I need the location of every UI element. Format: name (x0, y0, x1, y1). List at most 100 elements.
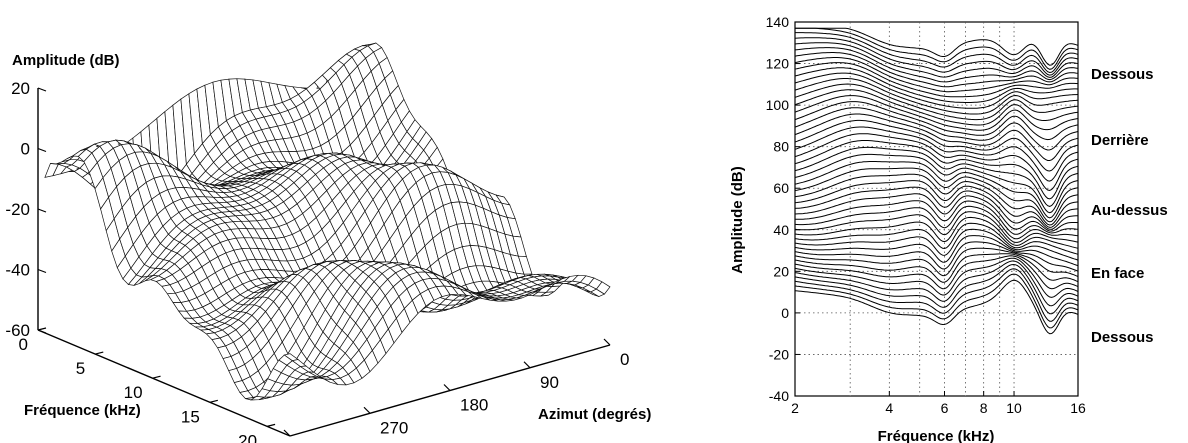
x-tick (266, 423, 276, 427)
response-curve (794, 247, 1079, 277)
y-tick-label: 360 (300, 441, 328, 443)
response-curve (794, 228, 1079, 261)
response-curve (795, 27, 1079, 70)
x-tick-label: 0 (19, 335, 28, 354)
response-curve (794, 47, 1079, 83)
x-tick-label: 10 (124, 383, 143, 402)
grid (795, 22, 1078, 396)
response-curve (794, 101, 1079, 141)
region-label: En face (1091, 265, 1144, 282)
response-curve (794, 222, 1079, 255)
z-tick (37, 208, 47, 213)
response-curve (794, 57, 1079, 93)
line-chart: 140 120 100 80 60 40 20 0 -20 -402 4 6 8 10 16 Fréquen… (729, 14, 1168, 443)
response-curve (794, 72, 1079, 109)
region-labels: Dessous Derrière Au-dessus En face Dessous (1091, 66, 1168, 346)
x-tick (95, 351, 104, 355)
response-curve (794, 161, 1079, 219)
response-curve (794, 95, 1079, 131)
y-tick-label: 0 (620, 350, 629, 369)
y-tick-label: 60 (773, 180, 789, 196)
y-tick-label: 80 (773, 139, 789, 155)
y-tick (523, 361, 531, 369)
y-tick (283, 429, 291, 437)
x-tick (152, 375, 161, 379)
surface-chart: 200-20-40-6005101520090180270360 Amplitu… (5, 42, 651, 443)
x-tick-label: 6 (941, 400, 949, 416)
y-tick (363, 406, 371, 414)
region-label: Dessous (1091, 329, 1154, 346)
y-tick-label: -20 (769, 346, 789, 362)
response-curve (795, 27, 1079, 66)
x-tick (209, 399, 218, 403)
response-curve (794, 193, 1079, 232)
response-curve (794, 273, 1079, 329)
surface-mesh (44, 42, 611, 401)
response-curve (794, 146, 1079, 207)
response-curve (794, 133, 1079, 192)
y-tick-label: 40 (773, 222, 789, 238)
x-tick-label: 15 (181, 407, 200, 426)
region-label: Derrière (1091, 132, 1149, 149)
x-tick (37, 327, 47, 331)
z-tick-label: -60 (5, 321, 30, 340)
z-tick (37, 329, 47, 334)
response-curve (794, 167, 1079, 223)
x-tick-label: 5 (76, 359, 85, 378)
response-curve (794, 180, 1079, 228)
x-axis-label: Fréquence (kHz) (878, 428, 995, 443)
z-tick-label: -40 (5, 261, 30, 280)
y-tick-label: -40 (769, 388, 789, 404)
response-curve (794, 83, 1079, 121)
response-curve (794, 173, 1079, 226)
z-tick (37, 147, 47, 153)
y-tick (603, 338, 611, 346)
response-curve (794, 37, 1079, 76)
response-curve (794, 268, 1079, 322)
mesh-cell (595, 281, 611, 295)
response-curve (794, 186, 1078, 230)
y-axis-label: Amplitude (dB) (729, 166, 746, 273)
response-curve (794, 89, 1079, 126)
response-curve (794, 78, 1079, 115)
region-label: Au-dessus (1091, 202, 1168, 219)
response-curve (795, 32, 1079, 74)
response-curve (794, 253, 1079, 283)
response-curve (794, 113, 1079, 161)
x-tick-label: 20 (238, 431, 257, 443)
x-tick-label: 4 (885, 400, 893, 416)
curves (794, 27, 1079, 335)
y-tick-label: 140 (766, 14, 790, 30)
response-curve (794, 107, 1079, 151)
response-curve (794, 67, 1079, 103)
x-tick-label: 8 (980, 400, 988, 416)
y-tick-label: 120 (766, 56, 790, 72)
response-curve (794, 260, 1079, 307)
z-axis-label: Amplitude (dB) (12, 52, 119, 69)
y-tick-label: 90 (540, 373, 559, 392)
x-tick-label: 2 (791, 400, 799, 416)
y-tick-label: 180 (460, 396, 488, 415)
response-curve (794, 205, 1079, 240)
response-curve (794, 42, 1079, 78)
response-curve (794, 119, 1079, 172)
response-curve (794, 62, 1079, 98)
region-label: Dessous (1091, 66, 1154, 83)
response-curve (794, 255, 1079, 290)
z-tick (37, 87, 47, 92)
y-axis-label: Azimut (degrés) (538, 406, 651, 423)
z-tick-label: 0 (21, 140, 30, 159)
y-tick-label: 20 (773, 263, 789, 279)
z-tick (37, 268, 47, 274)
y-tick (443, 384, 451, 391)
z-tick-label: -20 (5, 200, 30, 219)
axis-ticks: 140 120 100 80 60 40 20 0 -20 -402 4 6 8 10 16 (766, 14, 1086, 416)
response-curve (794, 216, 1079, 249)
response-curve (794, 257, 1079, 298)
x-tick-label: 16 (1070, 400, 1086, 416)
z-tick-label: 20 (11, 79, 30, 98)
y-tick-label: 0 (781, 305, 789, 321)
x-tick-label: 10 (1006, 400, 1022, 416)
response-curve (795, 200, 1079, 235)
response-curve (794, 126, 1079, 182)
